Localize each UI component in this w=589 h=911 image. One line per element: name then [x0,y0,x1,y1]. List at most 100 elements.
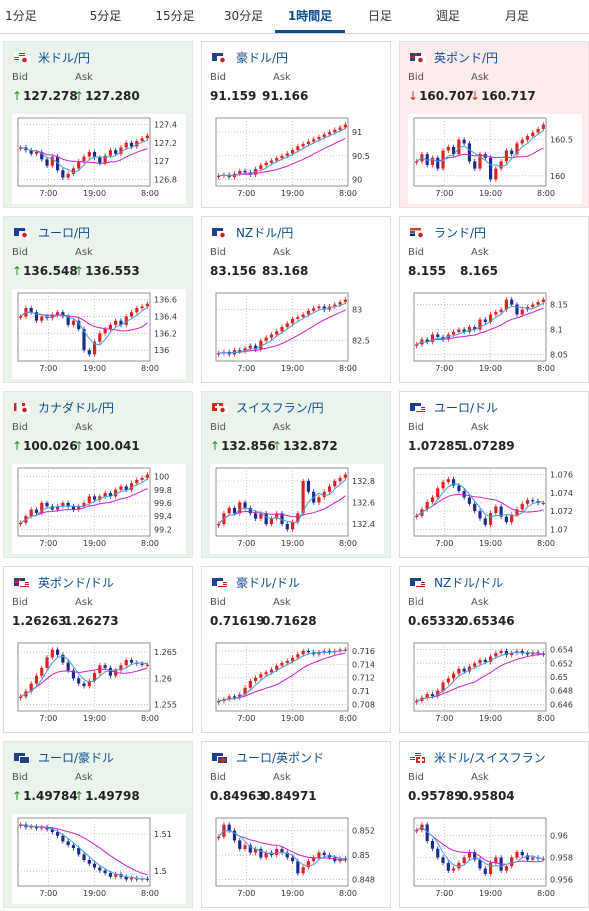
rate-card[interactable]: 英ポンド/円 Bid Ask ↓160.707 ↓160.717 160.5 160 7:00… [399,41,589,208]
candle-body [436,488,440,498]
rate-card[interactable]: スイスフラン/円 Bid Ask ↑132.856 ↑132.872 132.8 132.6… [201,391,391,558]
candle-body [56,506,60,510]
candle-body [232,696,237,698]
candle-body [87,860,91,864]
tab-3[interactable]: 30分足 [223,9,264,23]
candle-body [269,160,274,163]
bid-label: Bid [210,597,226,608]
pair-title-link[interactable]: 英ポンド/ドル [14,574,114,591]
candlestick-chart[interactable]: 136.6 136.4 136.2 136 7:00 19:00 8:00 [12,289,186,379]
candle-body [140,663,144,665]
pair-title-link[interactable]: ユーロ/英ポンド [212,749,324,766]
candle-body [541,858,545,860]
ask-price: ↑136.553 [74,264,140,278]
pair-title-link[interactable]: ユーロ/円 [14,224,90,241]
plot-border [413,467,547,537]
tab-2[interactable]: 15分足 [155,9,195,23]
bid-value: 8.155 [408,264,446,278]
moving-average-long [20,146,148,165]
candle-body [520,852,524,856]
plot-border [17,117,151,187]
tab-1[interactable]: 5分足 [89,9,122,23]
candlestick-chart[interactable]: 1.265 1.26 1.255 7:00 19:00 8:00 [12,639,186,729]
candlestick-chart[interactable]: 1.51 1.5 7:00 19:00 8:00 [12,814,186,904]
pair-title-link[interactable]: 英ポンド/円 [410,49,498,66]
candle-body [66,841,70,846]
pair-title-link[interactable]: 米ドル/スイスフラン [410,749,546,766]
rate-card[interactable]: 豪ドル/ドル Bid Ask 0.71619 0.71628 0.716 0.714 0.71… [201,566,391,733]
candlestick-chart[interactable]: 91 90.5 90 7:00 19:00 8:00 [210,114,384,204]
arrow-up-icon: ↑ [12,439,23,453]
rate-card[interactable]: ユーロ/豪ドル Bid Ask ↑1.49784 ↑1.49798 1.51 1.5 7:00… [3,741,193,908]
bid-label: Bid [210,247,226,258]
tab-4[interactable]: 1時間足 [275,0,345,33]
bid-price: 83.156 [210,264,256,278]
candle-body [510,514,514,523]
x-tick-label: 7:00 [237,364,255,373]
rate-card[interactable]: NZドル/ドル Bid Ask 0.65332 0.65346 0.654 0.652 0.6… [399,566,589,733]
rate-card[interactable]: 米ドル/円 Bid Ask ↑127.278 ↑127.280 127.4 127.2 127… [3,41,193,208]
pair-name: ユーロ/豪ドル [38,751,115,765]
pair-title-link[interactable]: ユーロ/ドル [410,399,498,416]
ask-label: Ask [471,72,489,83]
candlestick-chart[interactable]: 160.5 160 7:00 19:00 8:00 [408,114,582,204]
rate-card[interactable]: 英ポンド/ドル Bid Ask 1.26263 1.26273 1.265 1.26 1.25… [3,566,193,733]
bid-value: 1.07285 [408,439,463,453]
pair-title-link[interactable]: NZドル/ドル [410,574,503,591]
tab-6[interactable]: 週足 [435,9,460,23]
pair-title-link[interactable]: 豪ドル/ドル [212,574,300,591]
candlestick-chart[interactable]: 0.654 0.652 0.65 0.648 0.646 7:00 19:00 8:00 [408,639,582,729]
pair-title-link[interactable]: スイスフラン/円 [212,399,324,416]
candle-body [499,309,503,313]
ask-value: 0.65346 [460,614,515,628]
candle-body [40,152,44,160]
rate-card[interactable]: 米ドル/スイスフラン Bid Ask 0.95789 0.95804 0.96 0.958 0… [399,741,589,908]
candle-body [525,500,530,504]
y-tick-label: 8.05 [550,350,568,359]
rate-card[interactable]: ユーロ/英ポンド Bid Ask 0.84963 0.84971 0.852 0.85 0.8… [201,741,391,908]
pair-title-link[interactable]: ランド/円 [410,224,486,241]
rate-card[interactable]: NZドル/円 Bid Ask 83.156 83.168 83 82.5 7:00 19:00 8… [201,216,391,383]
rate-card[interactable]: 豪ドル/円 Bid Ask 91.159 91.166 91 90.5 90 7:00 19:00… [201,41,391,208]
candle-body [248,507,252,514]
candle-body [50,156,54,166]
candlestick-chart[interactable]: 132.8 132.6 132.4 7:00 19:00 8:00 [210,464,384,554]
x-tick-label: 8:00 [141,889,159,898]
tab-0[interactable]: 1分足 [5,9,37,23]
rate-card[interactable]: ランド/円 Bid Ask 8.155 8.165 8.15 8.1 8.05 7:00 19:0… [399,216,589,383]
x-tick-label: 19:00 [281,714,304,723]
tab-5[interactable]: 日足 [367,9,392,23]
tab-7[interactable]: 月足 [504,9,529,23]
candlestick-chart[interactable]: 1.076 1.074 1.072 1.07 7:00 19:00 8:00 [408,464,582,554]
candlestick-chart[interactable]: 8.15 8.1 8.05 7:00 19:00 8:00 [408,289,582,379]
rate-card[interactable]: カナダドル/円 Bid Ask ↑100.026 ↑100.041 100 99.8 99.6… [3,391,193,558]
plot-border [17,292,151,362]
candlestick-chart[interactable]: 0.852 0.85 0.848 7:00 19:00 8:00 [210,814,384,904]
candle-body [61,502,65,507]
candle-body [108,873,112,877]
rate-card[interactable]: ユーロ/円 Bid Ask ↑136.548 ↑136.553 136.6 136.4 136… [3,216,193,383]
pair-title-link[interactable]: ユーロ/豪ドル [14,749,114,766]
arrow-up-icon: ↑ [12,89,23,103]
rate-card[interactable]: ユーロ/ドル Bid Ask 1.07285 1.07289 1.076 1.074 1.07… [399,391,589,558]
pair-title-link[interactable]: カナダドル/円 [14,399,114,416]
candlestick-chart[interactable]: 100 99.8 99.6 99.4 99.2 7:00 19:00 8:00 [12,464,186,554]
candle-body [525,855,530,860]
candle-body [415,161,419,163]
candle-body [140,477,144,480]
candle-body [473,852,477,860]
pair-title-link[interactable]: NZドル/円 [212,224,293,241]
x-tick-label: 19:00 [83,189,106,198]
pair-title-link[interactable]: 豪ドル/円 [212,49,288,66]
pair-title-link[interactable]: 米ドル/円 [14,49,90,66]
candle-body [515,650,519,654]
candle-body [71,320,76,325]
candle-body [488,512,493,525]
candle-body [478,319,482,330]
candlestick-chart[interactable]: 0.716 0.714 0.712 0.71 0.708 7:00 19:00 8:00 [210,639,384,729]
candle-body [473,161,477,169]
x-tick-label: 7:00 [39,364,57,373]
candlestick-chart[interactable]: 0.96 0.958 0.956 7:00 19:00 8:00 [408,814,582,904]
candlestick-chart[interactable]: 83 82.5 7:00 19:00 8:00 [210,289,384,379]
candlestick-chart[interactable]: 127.4 127.2 127 126.8 7:00 19:00 8:00 [12,114,186,204]
